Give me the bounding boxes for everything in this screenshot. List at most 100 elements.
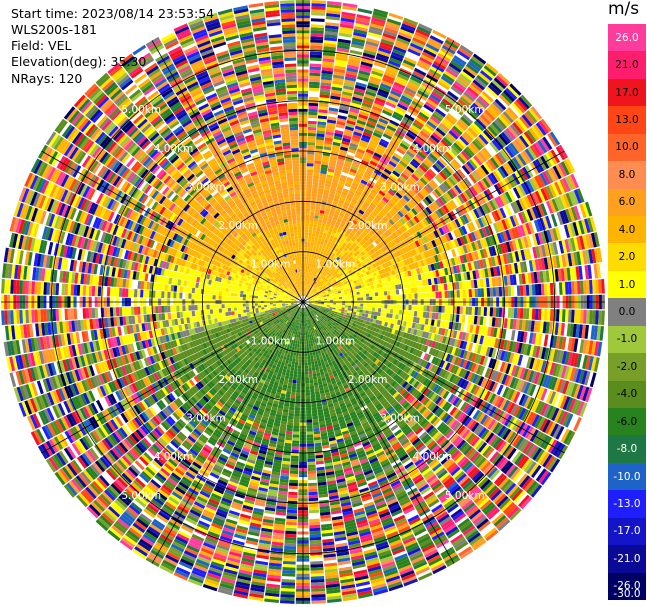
ppi-gate — [524, 148, 535, 162]
ppi-gate — [395, 212, 402, 220]
ppi-gate — [341, 249, 346, 254]
ppi-gate — [528, 260, 534, 272]
ppi-gate — [333, 226, 338, 232]
ppi-gate — [360, 105, 372, 112]
ppi-gate — [456, 120, 467, 131]
ppi-gate — [455, 140, 465, 150]
ppi-gate — [424, 46, 438, 55]
ppi-gate — [562, 309, 566, 323]
ppi-gate — [314, 239, 318, 244]
ppi-gate — [497, 276, 502, 287]
ppi-gate — [393, 194, 401, 201]
ppi-gate — [471, 306, 476, 316]
ppi-gate — [313, 294, 317, 297]
ppi-gate — [415, 204, 423, 212]
ppi-gate — [323, 282, 327, 286]
ppi-gate — [392, 223, 399, 231]
ppi-gate — [585, 234, 591, 249]
ppi-gate — [322, 258, 326, 263]
ppi-gate — [347, 293, 351, 296]
ppi-gate — [476, 74, 489, 86]
ppi-gate — [356, 148, 366, 154]
ppi-gate — [307, 129, 317, 134]
ppi-gate — [389, 57, 402, 65]
ppi-gate — [305, 281, 307, 285]
ppi-gate — [477, 307, 482, 316]
ppi-gate — [421, 128, 432, 137]
ppi-gate — [584, 265, 589, 280]
ppi-gate — [572, 266, 577, 281]
ppi-gate — [309, 293, 313, 297]
ppi-gate — [388, 12, 404, 20]
ppi-gate — [314, 160, 322, 165]
ppi-gate — [309, 276, 312, 280]
ppi-gate — [432, 291, 436, 299]
ppi-gate — [320, 297, 324, 299]
ppi-gate — [572, 221, 579, 236]
ppi-gate — [316, 288, 320, 291]
ppi-gate — [538, 120, 549, 134]
ppi-gate — [463, 177, 472, 187]
ppi-gate — [357, 303, 361, 307]
ppi-gate — [370, 254, 375, 260]
ppi-gate — [355, 151, 364, 157]
ppi-gate — [548, 199, 557, 213]
ppi-gate — [392, 205, 400, 213]
ppi-gate — [306, 175, 313, 179]
ppi-gate — [380, 38, 395, 46]
ppi-gate — [484, 109, 496, 121]
ppi-gate — [441, 225, 448, 235]
ppi-gate — [413, 119, 425, 128]
ppi-gate — [332, 274, 337, 278]
ppi-gate — [512, 157, 522, 169]
ppi-gate — [309, 75, 321, 80]
ppi-gate — [318, 182, 325, 187]
ppi-gate — [422, 236, 429, 244]
ppi-gate — [364, 275, 369, 280]
ppi-gate — [379, 210, 386, 217]
ppi-gate — [360, 303, 364, 307]
ppi-gate — [353, 280, 357, 284]
ppi-gate — [316, 283, 320, 287]
ppi-gate — [314, 212, 320, 216]
ppi-gate — [492, 100, 505, 113]
ppi-gate — [326, 287, 331, 291]
ppi-gate — [355, 285, 359, 290]
ppi-gate — [573, 237, 579, 251]
ppi-gate — [421, 187, 430, 196]
ppi-gate — [311, 233, 316, 237]
ppi-gate — [385, 24, 400, 32]
ppi-gate — [481, 227, 488, 238]
ppi-gate — [476, 250, 482, 260]
ppi-gate — [348, 247, 353, 252]
ppi-gate — [355, 190, 362, 196]
ppi-gate — [413, 171, 422, 180]
ppi-gate — [502, 163, 512, 176]
ppi-gate — [359, 64, 372, 71]
ppi-gate — [446, 113, 458, 123]
ppi-gate — [386, 221, 393, 228]
ppi-gate — [311, 299, 315, 301]
ppi-gate — [420, 109, 431, 118]
ppi-gate — [460, 116, 471, 127]
ppi-gate — [379, 85, 391, 93]
ppi-gate — [362, 52, 376, 59]
ppi-gate — [346, 267, 351, 272]
ppi-gate — [414, 138, 424, 146]
ppi-gate — [556, 180, 565, 194]
ppi-gate — [341, 191, 348, 196]
ppi-gate — [395, 284, 399, 290]
ppi-gate — [526, 194, 535, 207]
ppi-gate — [348, 303, 352, 306]
ppi-gate — [473, 230, 480, 241]
ppi-gate — [375, 126, 385, 133]
ppi-gate — [324, 37, 338, 42]
ppi-gate — [308, 120, 317, 125]
ppi-gate — [327, 1, 342, 6]
ppi-gate — [404, 271, 409, 278]
ppi-gate — [472, 102, 484, 114]
ppi-gate — [304, 280, 306, 284]
ppi-gate — [337, 44, 350, 50]
ppi-gate — [509, 215, 517, 227]
ppi-gate — [350, 222, 356, 228]
